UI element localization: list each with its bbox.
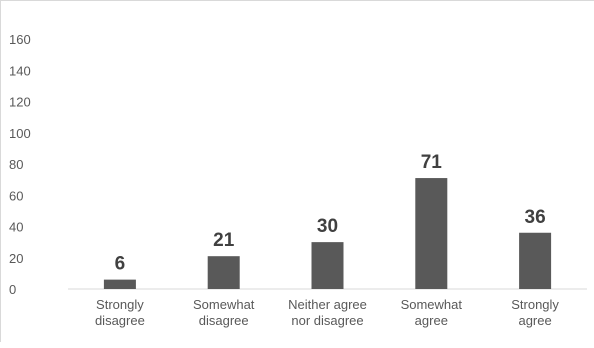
y-tick-label: 40	[9, 220, 23, 235]
category-label: agree	[518, 313, 551, 328]
bar	[103, 279, 136, 289]
category-label: disagree	[95, 313, 145, 328]
data-label: 36	[525, 207, 546, 228]
y-tick-label: 160	[9, 32, 31, 47]
data-label: 21	[213, 230, 235, 251]
data-labels: 6 21 30 71 36	[115, 152, 546, 275]
category-labels: StronglydisagreeSomewhatdisagreeNeither …	[95, 297, 559, 328]
data-label: 30	[317, 216, 338, 237]
y-tick-label: 0	[9, 282, 16, 297]
y-tick-label: 60	[9, 188, 23, 203]
category-label: nor disagree	[291, 313, 363, 328]
bar	[415, 178, 448, 289]
category-label: Neither agree	[288, 297, 367, 312]
category-label: agree	[415, 313, 448, 328]
y-tick-label: 120	[9, 95, 31, 110]
category-label: Strongly	[511, 297, 559, 312]
bars	[103, 178, 552, 289]
data-label: 71	[421, 152, 443, 173]
bar	[519, 232, 552, 289]
y-tick-label: 80	[9, 157, 23, 172]
y-tick-label: 100	[9, 126, 31, 141]
category-label: Somewhat	[193, 297, 255, 312]
y-axis-ticks: 0 20 40 60 80 100 120 140 160	[9, 32, 31, 297]
category-label: Strongly	[96, 297, 144, 312]
y-tick-label: 140	[9, 63, 31, 78]
bar	[311, 242, 344, 289]
y-tick-label: 20	[9, 251, 23, 266]
data-label: 6	[115, 254, 126, 275]
bar	[207, 256, 240, 289]
category-label: disagree	[199, 313, 249, 328]
category-label: Somewhat	[401, 297, 463, 312]
